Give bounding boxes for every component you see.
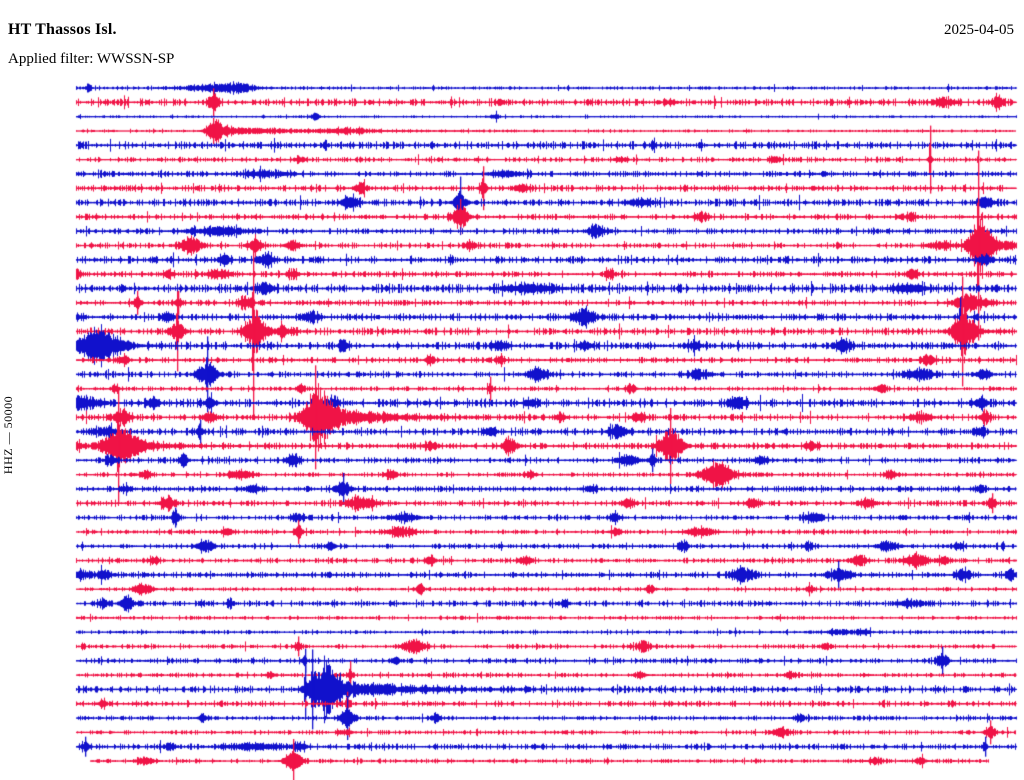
station-title: HT Thassos Isl. — [8, 21, 117, 38]
date-label: 2025-04-05 — [944, 22, 1014, 38]
y-axis-label: HHZ — 50000 — [1, 395, 15, 475]
filter-label: Applied filter: WWSSN-SP — [8, 51, 175, 67]
